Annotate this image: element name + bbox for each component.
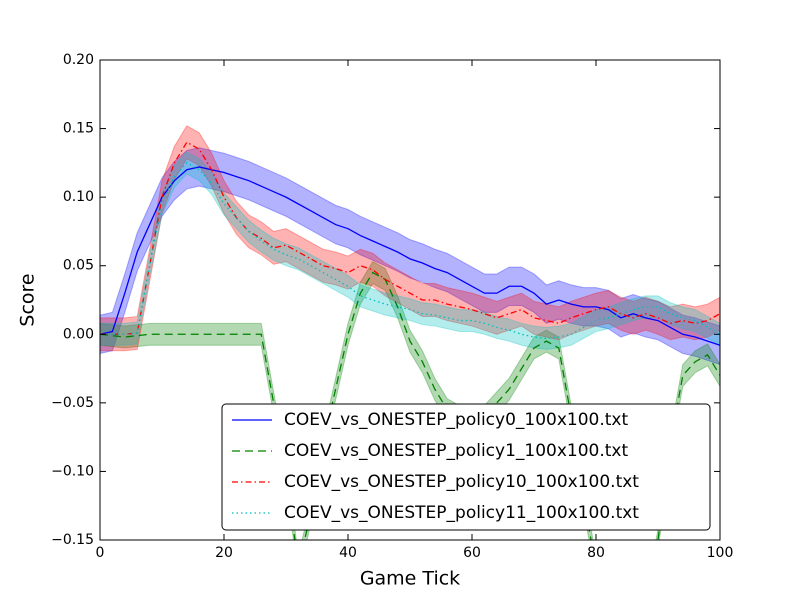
- error-band: [100, 125, 720, 352]
- legend-box: [221, 403, 711, 531]
- x-tick-label: 0: [96, 545, 105, 561]
- x-tick-label: 80: [587, 545, 605, 561]
- series-line: [100, 162, 720, 340]
- y-tick-label: 0.15: [63, 121, 94, 137]
- legend-label: COEV_vs_ONESTEP_policy0_100x100.txt: [284, 410, 628, 430]
- y-tick-label: −0.05: [51, 395, 94, 411]
- y-tick-label: −0.15: [51, 532, 94, 548]
- y-tick-label: 0.20: [63, 52, 94, 68]
- legend-label: COEV_vs_ONESTEP_policy1_100x100.txt: [284, 441, 628, 461]
- error-band: [100, 147, 720, 365]
- y-tick-label: 0.10: [63, 189, 94, 205]
- x-tick-label: 20: [215, 545, 233, 561]
- y-tick-label: 0.05: [63, 258, 94, 274]
- x-tick-label: 60: [463, 545, 481, 561]
- y-tick-label: −0.10: [51, 463, 94, 479]
- legend-label: COEV_vs_ONESTEP_policy11_100x100.txt: [284, 503, 639, 523]
- y-tick-label: 0.00: [63, 326, 94, 342]
- x-tick-label: 40: [339, 545, 357, 561]
- series-line: [100, 141, 720, 335]
- x-tick-label: 100: [707, 545, 734, 561]
- series-line: [100, 271, 720, 540]
- x-axis-label: Game Tick: [360, 568, 460, 590]
- y-axis-label: Score: [17, 273, 39, 326]
- axes-frame: [99, 59, 721, 541]
- legend-label: COEV_vs_ONESTEP_policy10_100x100.txt: [284, 472, 639, 492]
